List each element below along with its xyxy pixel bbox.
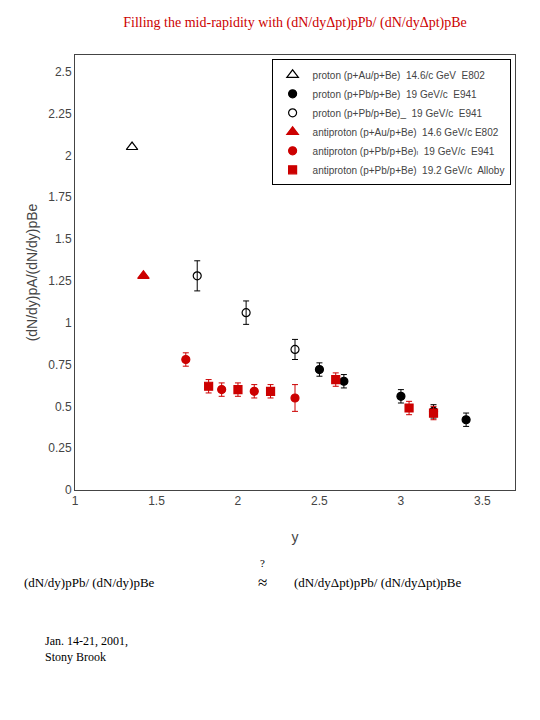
svg-text:proton (p+Au/p+Be) 14.6/c GeV: proton (p+Au/p+Be) 14.6/c GeV E802 bbox=[313, 70, 486, 81]
svg-text:antiproton (p+Au/p+Be) 14.6 G: antiproton (p+Au/p+Be) 14.6 GeV/c E802 bbox=[313, 127, 499, 138]
svg-text:antiproton (p+Pb/p+Be)ₗ 19 Ge: antiproton (p+Pb/p+Be)ₗ 19 GeV/c E941 bbox=[313, 146, 495, 157]
svg-text:3: 3 bbox=[398, 494, 405, 508]
svg-text:antiproton (p+Pb/p+Be) 19.2 G: antiproton (p+Pb/p+Be) 19.2 GeV/c Alloby bbox=[313, 165, 505, 176]
svg-text:0.5: 0.5 bbox=[55, 400, 72, 414]
svg-text:1.5: 1.5 bbox=[55, 232, 72, 246]
svg-text:0.25: 0.25 bbox=[48, 441, 72, 455]
svg-text:2: 2 bbox=[235, 494, 242, 508]
svg-text:≈: ≈ bbox=[258, 573, 267, 592]
svg-text:(dN/dy)pA/(dN/dy)pBe: (dN/dy)pA/(dN/dy)pBe bbox=[24, 203, 40, 341]
svg-text:1.25: 1.25 bbox=[48, 274, 72, 288]
svg-text:1: 1 bbox=[72, 494, 79, 508]
svg-text:Filling the mid-rapidity with: Filling the mid-rapidity with (dN/dyΔpt)… bbox=[123, 15, 467, 31]
svg-text:0.75: 0.75 bbox=[48, 358, 72, 372]
svg-text:0: 0 bbox=[65, 483, 72, 497]
svg-text:proton (p+Pb/p+Be)_ 19 GeV/c: proton (p+Pb/p+Be)_ 19 GeV/c E941 bbox=[313, 108, 483, 119]
svg-text:Jan. 14-21, 2001,Stony Brook: Jan. 14-21, 2001,Stony Brook bbox=[45, 634, 128, 664]
svg-text:3.5: 3.5 bbox=[474, 494, 491, 508]
svg-text:y: y bbox=[292, 529, 299, 545]
svg-text:2.5: 2.5 bbox=[311, 494, 328, 508]
svg-text:1.75: 1.75 bbox=[48, 190, 72, 204]
svg-text:(dN/dyΔpt)pPb/ (dN/dyΔpt)pBe: (dN/dyΔpt)pPb/ (dN/dyΔpt)pBe bbox=[294, 575, 462, 590]
svg-text:1: 1 bbox=[65, 316, 72, 330]
svg-text:(dN/dy)pPb/ (dN/dy)pBe: (dN/dy)pPb/ (dN/dy)pBe bbox=[24, 575, 155, 590]
svg-text:2: 2 bbox=[65, 149, 72, 163]
svg-text:?: ? bbox=[260, 557, 265, 569]
svg-text:proton (p+Pb/p+Be) 19 GeV/c: proton (p+Pb/p+Be) 19 GeV/c E941 bbox=[313, 89, 477, 100]
svg-text:2.25: 2.25 bbox=[48, 107, 72, 121]
svg-text:1.5: 1.5 bbox=[148, 494, 165, 508]
svg-text:2.5: 2.5 bbox=[55, 65, 72, 79]
